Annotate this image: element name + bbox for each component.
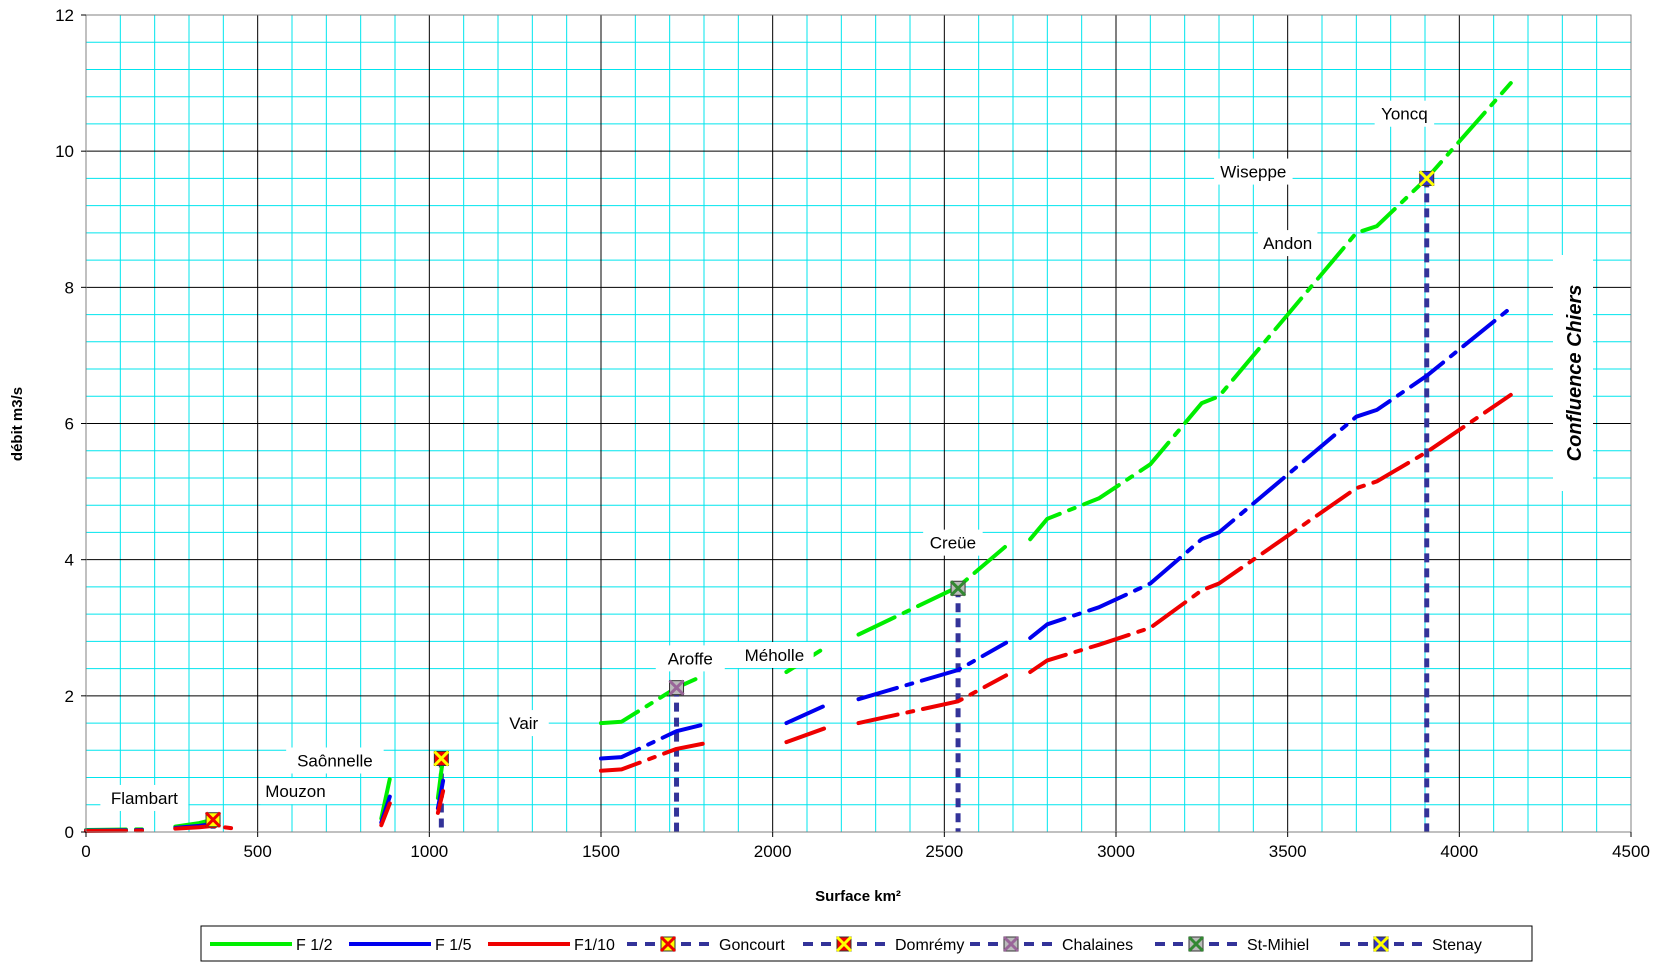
series-line <box>599 741 706 773</box>
station-cross <box>950 580 967 597</box>
x-tick-label: 1000 <box>410 842 448 861</box>
legend: F 1/2 F 1/5 F1/10 Goncourt Domrémy Chalaines S… <box>200 925 1533 962</box>
annotation-bg <box>655 645 725 672</box>
y-tick-label: 4 <box>65 551 74 570</box>
station-cross <box>659 935 677 953</box>
confluence-note-text: Confluence Chiers <box>1564 285 1586 462</box>
station-cross <box>1372 935 1390 953</box>
confluence-note: Confluence Chiers <box>1553 255 1593 491</box>
annotation-bg <box>1214 158 1293 185</box>
confluence-note-box <box>1553 255 1593 491</box>
series-line <box>599 673 706 726</box>
series-line <box>784 726 827 745</box>
annotation-bg <box>1257 230 1318 257</box>
legend-label: Goncourt <box>719 937 785 954</box>
x-tick-label: 4500 <box>1612 842 1650 861</box>
legend-label: St-Mihiel <box>1247 937 1309 954</box>
legend-item: Goncourt <box>627 935 785 954</box>
y-tick-label: 10 <box>55 142 74 161</box>
x-tick-label: 500 <box>243 842 271 861</box>
station-cross <box>668 679 685 696</box>
series-line <box>784 704 827 726</box>
station-cross <box>835 935 853 953</box>
legend-label: Domrémy <box>895 937 964 954</box>
x-tick-label: 1500 <box>582 842 620 861</box>
x-tick-label: 4000 <box>1440 842 1478 861</box>
y-tick-label: 12 <box>55 6 74 25</box>
annotation-label: Andon <box>1263 234 1312 253</box>
annotation-label: Méholle <box>745 646 805 665</box>
series-line <box>856 673 1009 726</box>
x-tick-label: 2000 <box>754 842 792 861</box>
x-axis-title: Surface km² <box>815 888 901 905</box>
annotation-label: Vair <box>509 714 538 733</box>
series-line <box>856 544 1009 637</box>
series-line <box>856 640 1009 702</box>
annotation-label: Flambart <box>111 789 178 808</box>
annotation-bg <box>498 710 549 737</box>
station-markers <box>204 170 1435 828</box>
x-tick-label: 3500 <box>1269 842 1307 861</box>
x-tick-label: 2500 <box>925 842 963 861</box>
legend-label: Chalaines <box>1062 937 1133 954</box>
station-cross <box>1002 935 1020 953</box>
x-tick-label: 0 <box>81 842 90 861</box>
annotation-label: Mouzon <box>265 782 325 801</box>
legend-item: St-Mihiel <box>1155 935 1309 954</box>
legend-item: F1/10 <box>488 937 615 954</box>
station-cross <box>1187 935 1205 953</box>
y-tick-label: 2 <box>65 687 74 706</box>
annotation-label: Saônnelle <box>297 752 373 771</box>
series-line <box>379 801 392 828</box>
y-axis-title: débit m3/s <box>9 387 26 461</box>
annotation-label: Aroffe <box>668 649 713 668</box>
legend-label: F 1/5 <box>435 937 472 954</box>
legend-item: Domrémy <box>803 935 964 954</box>
y-tick-label: 6 <box>65 415 74 434</box>
annotation-label: Creüe <box>930 534 976 553</box>
legend-item: F 1/5 <box>349 937 472 954</box>
legend-item: Stenay <box>1340 935 1482 954</box>
annotation-bg <box>100 784 189 811</box>
series-2 <box>84 392 1513 833</box>
series-line <box>1028 392 1513 674</box>
station-cross <box>204 811 222 828</box>
annotation-bg <box>286 747 384 774</box>
legend-item: Chalaines <box>970 935 1133 954</box>
annotation-bg <box>735 641 814 668</box>
legend-item: F 1/2 <box>210 937 333 954</box>
legend-label: F 1/2 <box>296 937 333 954</box>
y-tick-label: 8 <box>65 278 74 297</box>
series-line <box>1028 305 1513 640</box>
x-tick-label: 3000 <box>1097 842 1135 861</box>
annotation-label: Wiseppe <box>1220 163 1286 182</box>
series-line <box>599 722 706 761</box>
annotation-label: Yoncq <box>1381 105 1428 124</box>
annotation-bg <box>1374 100 1435 127</box>
axis-ticks: 0 500 1000 1500 2000 2500 3000 3500 4000 4500 0 2 4 6… <box>55 6 1650 861</box>
legend-label: F1/10 <box>574 937 615 954</box>
river-annotations: Flambart Mouzon Saônnelle Vair Aroffe Méholle… <box>100 100 1435 811</box>
annotation-bg <box>923 529 983 556</box>
series-line <box>1028 81 1513 542</box>
annotation-bg <box>260 778 330 805</box>
series-line <box>435 789 446 815</box>
y-tick-label: 0 <box>65 823 74 842</box>
station-cross <box>433 750 450 767</box>
station-cross <box>1418 170 1435 187</box>
legend-label: Stenay <box>1432 937 1482 954</box>
